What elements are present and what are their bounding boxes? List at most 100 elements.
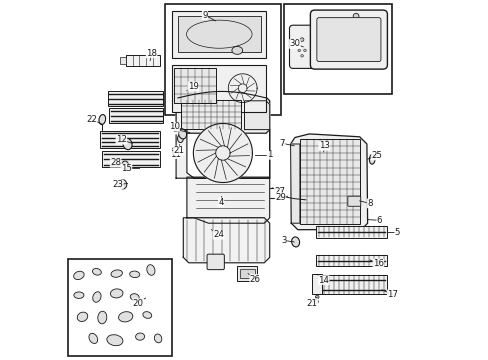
- Ellipse shape: [93, 292, 101, 302]
- Text: 8: 8: [366, 199, 372, 208]
- Bar: [300, 139, 359, 224]
- Bar: [109, 108, 163, 123]
- Text: 19: 19: [187, 82, 199, 91]
- Bar: [284, 4, 391, 94]
- Ellipse shape: [154, 334, 162, 343]
- Ellipse shape: [231, 46, 242, 54]
- Polygon shape: [244, 101, 269, 130]
- Text: 22: 22: [86, 115, 97, 124]
- Polygon shape: [186, 177, 269, 223]
- FancyBboxPatch shape: [347, 196, 360, 206]
- Bar: [165, 4, 280, 115]
- Text: 24: 24: [213, 230, 224, 239]
- Ellipse shape: [303, 49, 305, 51]
- Bar: [101, 131, 160, 148]
- Text: 21: 21: [173, 146, 184, 155]
- FancyBboxPatch shape: [206, 254, 224, 270]
- Ellipse shape: [146, 265, 155, 275]
- FancyBboxPatch shape: [316, 18, 380, 62]
- Text: 9: 9: [202, 10, 207, 19]
- Bar: [240, 269, 254, 278]
- Text: 4: 4: [218, 198, 224, 207]
- Text: 13: 13: [318, 141, 329, 150]
- Bar: [172, 65, 265, 112]
- Ellipse shape: [129, 271, 140, 278]
- Ellipse shape: [107, 335, 122, 346]
- Ellipse shape: [118, 312, 133, 322]
- Ellipse shape: [315, 295, 318, 299]
- Bar: [178, 16, 260, 52]
- Text: 26: 26: [249, 274, 260, 284]
- Text: 25: 25: [371, 151, 382, 160]
- Ellipse shape: [172, 147, 180, 157]
- Ellipse shape: [121, 161, 128, 170]
- Text: 12: 12: [116, 135, 126, 144]
- Bar: [316, 226, 386, 238]
- Text: 7: 7: [279, 139, 285, 148]
- Ellipse shape: [291, 237, 299, 247]
- Text: 10: 10: [168, 122, 180, 131]
- Text: 16: 16: [372, 259, 383, 268]
- Text: 21: 21: [306, 299, 317, 307]
- Bar: [311, 274, 322, 294]
- Polygon shape: [176, 97, 269, 133]
- Text: 2: 2: [172, 125, 178, 134]
- Text: 17: 17: [386, 290, 398, 299]
- Ellipse shape: [77, 312, 87, 321]
- Ellipse shape: [89, 333, 98, 343]
- Bar: [181, 100, 241, 129]
- Text: 18: 18: [146, 49, 157, 58]
- Text: 3: 3: [281, 236, 286, 245]
- Ellipse shape: [98, 311, 106, 324]
- Bar: [172, 11, 265, 58]
- Ellipse shape: [119, 180, 126, 189]
- Bar: [107, 91, 163, 106]
- Polygon shape: [176, 130, 269, 178]
- Text: 6: 6: [376, 216, 382, 225]
- Ellipse shape: [368, 154, 374, 164]
- Text: 14: 14: [318, 276, 328, 284]
- Bar: [237, 266, 257, 281]
- Ellipse shape: [135, 333, 144, 340]
- Ellipse shape: [142, 312, 151, 318]
- Ellipse shape: [130, 294, 139, 300]
- Bar: [68, 259, 172, 356]
- Ellipse shape: [74, 271, 84, 280]
- Text: 11: 11: [169, 150, 181, 158]
- Text: 23: 23: [112, 180, 123, 189]
- FancyBboxPatch shape: [310, 10, 386, 69]
- Text: 30: 30: [289, 40, 300, 49]
- Bar: [174, 68, 216, 103]
- Polygon shape: [290, 144, 299, 223]
- Ellipse shape: [99, 114, 105, 125]
- Ellipse shape: [314, 300, 318, 303]
- Ellipse shape: [111, 270, 122, 277]
- Text: 20: 20: [133, 299, 143, 307]
- Bar: [120, 57, 125, 64]
- Ellipse shape: [92, 269, 101, 275]
- Bar: [316, 255, 386, 266]
- Bar: [102, 151, 160, 167]
- Ellipse shape: [277, 194, 281, 198]
- Ellipse shape: [74, 292, 84, 298]
- Polygon shape: [193, 123, 252, 183]
- Ellipse shape: [297, 49, 300, 51]
- Bar: [125, 55, 160, 66]
- Text: 15: 15: [121, 164, 132, 173]
- FancyBboxPatch shape: [289, 25, 314, 68]
- Text: 28: 28: [110, 158, 121, 167]
- Ellipse shape: [300, 38, 303, 41]
- Ellipse shape: [177, 135, 183, 143]
- Ellipse shape: [122, 138, 132, 150]
- Text: 27: 27: [274, 187, 285, 196]
- Text: 5: 5: [394, 228, 400, 237]
- Text: 29: 29: [274, 193, 285, 202]
- Ellipse shape: [110, 289, 123, 298]
- Polygon shape: [183, 218, 269, 263]
- Polygon shape: [290, 134, 367, 230]
- Ellipse shape: [352, 13, 358, 19]
- Bar: [316, 275, 386, 294]
- Ellipse shape: [300, 55, 303, 57]
- Ellipse shape: [178, 129, 186, 139]
- Text: 1: 1: [266, 150, 272, 159]
